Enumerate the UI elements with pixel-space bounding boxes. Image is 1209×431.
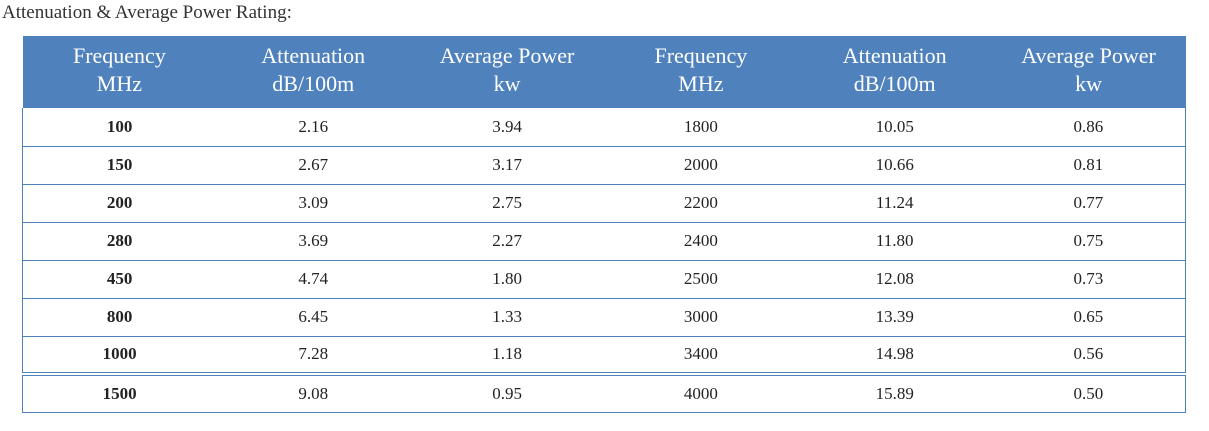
table-cell: 1.18 [410, 336, 604, 375]
table-cell: 6.45 [216, 298, 411, 337]
table-cell: 280 [22, 222, 217, 261]
table-cell: 1500 [22, 372, 217, 413]
header-row: Frequency MHz Attenuation dB/100m Average … [22, 36, 1186, 108]
title: Attenuation & Average Power Rating: [2, 2, 292, 23]
table-cell: 13.39 [797, 298, 992, 337]
table-cell: 2.75 [410, 184, 604, 223]
table-cell: 15.89 [797, 372, 992, 413]
header-text: Frequency MHz [72, 43, 166, 96]
table-cell: 0.56 [991, 336, 1186, 375]
table-cell: 1800 [603, 108, 798, 147]
header-text: Frequency MHz [654, 43, 748, 96]
header-text: Average Power kw [439, 43, 575, 96]
table-cell: 3.94 [410, 108, 604, 147]
table-row: 100 2.16 3.94 1800 10.05 0.86 [22, 108, 1186, 147]
table-cell: 2.27 [410, 222, 604, 261]
table-cell: 200 [22, 184, 217, 223]
table-cell: 3.69 [216, 222, 411, 261]
table-cell: 11.80 [797, 222, 992, 261]
table-cell: 2500 [603, 260, 798, 299]
table-cell: 2.16 [216, 108, 411, 147]
table-cell: 12.08 [797, 260, 992, 299]
table-cell: 3.17 [410, 146, 604, 185]
table-cell: 14.98 [797, 336, 992, 375]
table-cell: 3400 [603, 336, 798, 375]
table-cell: 9.08 [216, 372, 411, 413]
header-cell: Frequency MHz [603, 36, 798, 108]
table-cell: 1.33 [410, 298, 604, 337]
header-text: Attenuation dB/100m [842, 43, 947, 96]
table-cell: 2.67 [216, 146, 411, 185]
header-cell: Frequency MHz [22, 36, 217, 108]
table-cell: 2200 [603, 184, 798, 223]
table-cell: 4.74 [216, 260, 411, 299]
table-cell: 0.86 [991, 108, 1186, 147]
table-cell: 2000 [603, 146, 798, 185]
table-cell: 3000 [603, 298, 798, 337]
table-cell: 0.73 [991, 260, 1186, 299]
table-cell: 450 [22, 260, 217, 299]
table-cell: 3.09 [216, 184, 411, 223]
table-cell: 0.77 [991, 184, 1186, 223]
header-cell: Average Power kw [410, 36, 604, 108]
table-cell: 0.50 [991, 372, 1186, 413]
table-cell: 150 [22, 146, 217, 185]
header-cell: Attenuation dB/100m [216, 36, 411, 108]
table-cell: 1.80 [410, 260, 604, 299]
table-row: 450 4.74 1.80 2500 12.08 0.73 [22, 260, 1186, 299]
table-row: 150 2.67 3.17 2000 10.66 0.81 [22, 146, 1186, 185]
table-row: 800 6.45 1.33 3000 13.39 0.65 [22, 298, 1186, 337]
header-cell: Average Power kw [991, 36, 1186, 108]
table-row: 200 3.09 2.75 2200 11.24 0.77 [22, 184, 1186, 223]
table-cell: 100 [22, 108, 217, 147]
header-text: Attenuation dB/100m [261, 43, 366, 96]
table-row: 280 3.69 2.27 2400 11.80 0.75 [22, 222, 1186, 261]
table-cell: 10.05 [797, 108, 992, 147]
table-row: 1000 7.28 1.18 3400 14.98 0.56 [22, 336, 1186, 375]
table-row: 1500 9.08 0.95 4000 15.89 0.50 [22, 372, 1186, 413]
table-cell: 0.65 [991, 298, 1186, 337]
table-cell: 11.24 [797, 184, 992, 223]
table-cell: 1000 [22, 336, 217, 375]
table-cell: 800 [22, 298, 217, 337]
table-cell: 7.28 [216, 336, 411, 375]
table-body: 100 2.16 3.94 1800 10.05 0.86 150 2.67 3.17 2000 1… [22, 108, 1186, 413]
table-cell: 10.66 [797, 146, 992, 185]
table-cell: 0.95 [410, 372, 604, 413]
table-cell: 0.81 [991, 146, 1186, 185]
data-table: Frequency MHz Attenuation dB/100m Average … [22, 36, 1186, 413]
table-cell: 2400 [603, 222, 798, 261]
header-cell: Attenuation dB/100m [797, 36, 992, 108]
table-cell: 4000 [603, 372, 798, 413]
header-text: Average Power kw [1021, 43, 1156, 96]
table-cell: 0.75 [991, 222, 1186, 261]
